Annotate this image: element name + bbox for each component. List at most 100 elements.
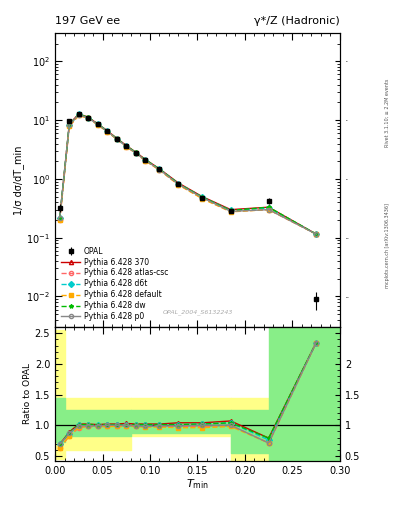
Pythia 6.428 default (314, 231, 319, 237)
Pythia 6.428 d6t (200, 194, 205, 200)
Pythia 6.428 370 (124, 142, 129, 148)
Line: Pythia 6.428 d6t: Pythia 6.428 d6t (58, 112, 318, 236)
Pythia 6.428 default (114, 136, 119, 142)
Pythia 6.428 default (105, 129, 110, 135)
Pythia 6.428 default (133, 150, 138, 156)
Y-axis label: 1/σ dσ/dT_min: 1/σ dσ/dT_min (13, 145, 24, 215)
Pythia 6.428 atlas-csc (67, 123, 72, 130)
Pythia 6.428 p0 (67, 122, 72, 128)
Pythia 6.428 dw (200, 194, 205, 200)
Pythia 6.428 370 (176, 180, 181, 186)
Pythia 6.428 atlas-csc (105, 129, 110, 135)
Pythia 6.428 p0 (143, 157, 148, 163)
Pythia 6.428 default (57, 217, 62, 223)
Pythia 6.428 p0 (266, 206, 271, 212)
Pythia 6.428 dw (105, 128, 110, 134)
Line: Pythia 6.428 p0: Pythia 6.428 p0 (58, 113, 318, 236)
Pythia 6.428 p0 (200, 195, 205, 201)
Line: Pythia 6.428 dw: Pythia 6.428 dw (58, 112, 318, 236)
Pythia 6.428 370 (76, 111, 81, 117)
Pythia 6.428 370 (143, 156, 148, 162)
Pythia 6.428 atlas-csc (143, 158, 148, 164)
Pythia 6.428 p0 (314, 231, 319, 237)
Pythia 6.428 d6t (67, 122, 72, 128)
Pythia 6.428 370 (114, 135, 119, 141)
Pythia 6.428 p0 (76, 112, 81, 118)
Pythia 6.428 atlas-csc (76, 113, 81, 119)
Text: γ*/Z (Hadronic): γ*/Z (Hadronic) (254, 15, 340, 26)
Pythia 6.428 370 (266, 204, 271, 210)
Pythia 6.428 p0 (86, 115, 91, 121)
Pythia 6.428 default (157, 167, 162, 173)
X-axis label: $T_{\rm min}$: $T_{\rm min}$ (186, 477, 209, 491)
Pythia 6.428 atlas-csc (228, 208, 233, 215)
Line: Pythia 6.428 default: Pythia 6.428 default (58, 113, 318, 236)
Pythia 6.428 dw (124, 143, 129, 149)
Pythia 6.428 dw (57, 215, 62, 221)
Pythia 6.428 default (67, 123, 72, 129)
Pythia 6.428 370 (67, 121, 72, 127)
Pythia 6.428 d6t (86, 115, 91, 121)
Pythia 6.428 dw (67, 121, 72, 127)
Pythia 6.428 d6t (57, 215, 62, 221)
Pythia 6.428 atlas-csc (114, 136, 119, 142)
Pythia 6.428 p0 (157, 166, 162, 173)
Pythia 6.428 370 (228, 206, 233, 212)
Pythia 6.428 dw (266, 204, 271, 210)
Text: Rivet 3.1.10; ≥ 2.2M events: Rivet 3.1.10; ≥ 2.2M events (385, 78, 389, 147)
Pythia 6.428 p0 (105, 128, 110, 134)
Pythia 6.428 dw (114, 136, 119, 142)
Text: 197 GeV ee: 197 GeV ee (55, 15, 120, 26)
Pythia 6.428 p0 (228, 208, 233, 215)
Pythia 6.428 d6t (95, 121, 100, 127)
Pythia 6.428 atlas-csc (95, 122, 100, 128)
Pythia 6.428 dw (157, 166, 162, 172)
Pythia 6.428 default (176, 182, 181, 188)
Pythia 6.428 dw (228, 207, 233, 214)
Pythia 6.428 d6t (124, 143, 129, 150)
Pythia 6.428 d6t (228, 207, 233, 214)
Line: Pythia 6.428 atlas-csc: Pythia 6.428 atlas-csc (58, 113, 318, 236)
Pythia 6.428 370 (133, 149, 138, 155)
Pythia 6.428 370 (57, 215, 62, 221)
Pythia 6.428 default (266, 206, 271, 212)
Y-axis label: Ratio to OPAL: Ratio to OPAL (23, 364, 32, 424)
Pythia 6.428 dw (176, 181, 181, 187)
Pythia 6.428 p0 (57, 215, 62, 221)
Pythia 6.428 p0 (124, 143, 129, 150)
Pythia 6.428 d6t (176, 181, 181, 187)
Pythia 6.428 atlas-csc (57, 217, 62, 223)
Pythia 6.428 default (95, 122, 100, 128)
Pythia 6.428 atlas-csc (176, 182, 181, 188)
Pythia 6.428 dw (314, 231, 319, 237)
Pythia 6.428 default (200, 196, 205, 202)
Pythia 6.428 dw (86, 114, 91, 120)
Pythia 6.428 default (76, 112, 81, 118)
Pythia 6.428 atlas-csc (314, 231, 319, 237)
Pythia 6.428 370 (95, 121, 100, 127)
Pythia 6.428 dw (76, 111, 81, 117)
Pythia 6.428 p0 (114, 136, 119, 142)
Pythia 6.428 dw (95, 121, 100, 127)
Pythia 6.428 dw (133, 150, 138, 156)
Pythia 6.428 d6t (105, 128, 110, 134)
Pythia 6.428 p0 (95, 121, 100, 127)
Pythia 6.428 default (143, 158, 148, 164)
Pythia 6.428 atlas-csc (266, 206, 271, 212)
Legend: OPAL, Pythia 6.428 370, Pythia 6.428 atlas-csc, Pythia 6.428 d6t, Pythia 6.428 d: OPAL, Pythia 6.428 370, Pythia 6.428 atl… (59, 244, 171, 324)
Line: Pythia 6.428 370: Pythia 6.428 370 (58, 112, 318, 236)
Pythia 6.428 atlas-csc (124, 143, 129, 150)
Pythia 6.428 370 (105, 127, 110, 134)
Pythia 6.428 default (228, 209, 233, 215)
Pythia 6.428 370 (157, 166, 162, 172)
Pythia 6.428 d6t (157, 166, 162, 173)
Pythia 6.428 atlas-csc (133, 150, 138, 156)
Pythia 6.428 370 (314, 231, 319, 237)
Pythia 6.428 atlas-csc (86, 115, 91, 121)
Pythia 6.428 p0 (176, 181, 181, 187)
Text: mcplots.cern.ch [arXiv:1306.3436]: mcplots.cern.ch [arXiv:1306.3436] (385, 203, 389, 288)
Pythia 6.428 d6t (133, 150, 138, 156)
Pythia 6.428 p0 (133, 150, 138, 156)
Pythia 6.428 atlas-csc (200, 195, 205, 201)
Pythia 6.428 dw (143, 157, 148, 163)
